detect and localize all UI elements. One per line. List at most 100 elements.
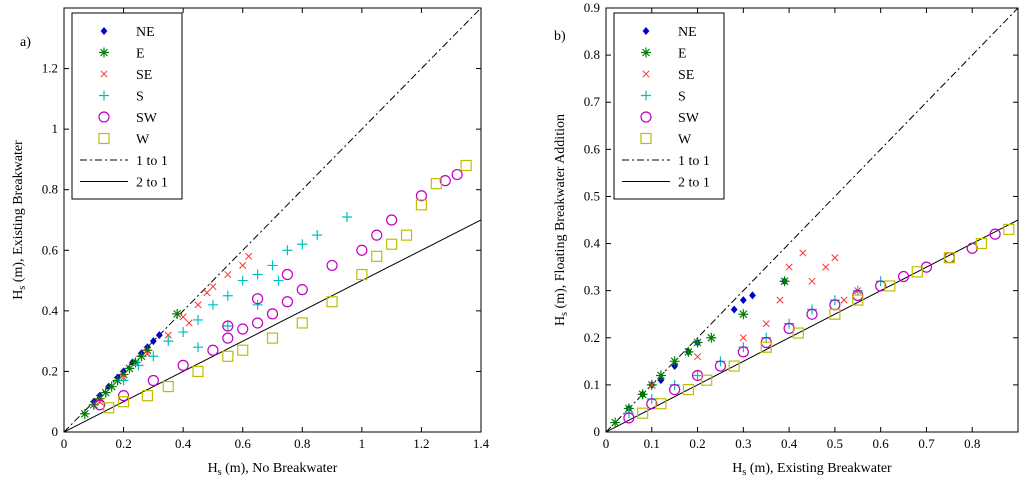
data-point-se (203, 289, 211, 297)
data-point-e (79, 408, 90, 419)
data-point-e (738, 309, 749, 320)
y-tick-label: 0.4 (42, 303, 59, 318)
data-point-se (776, 296, 784, 304)
panel-b-label: b) (554, 29, 566, 44)
x-tick-label: 0 (603, 436, 610, 451)
legend-label: W (136, 133, 150, 148)
y-tick-label: 0.4 (584, 236, 601, 251)
y-tick-label: 0.6 (584, 141, 601, 156)
data-point-sw (147, 374, 159, 387)
x-tick-label: 0.7 (918, 436, 935, 451)
data-point-sw (415, 190, 428, 202)
two-to-one-line (606, 219, 1018, 432)
data-point-w (415, 199, 428, 211)
x-tick-label: 0.4 (175, 436, 192, 451)
data-point-s (312, 230, 323, 241)
legend-label: W (678, 133, 692, 148)
legend-label: E (678, 47, 687, 62)
data-point-w (237, 344, 249, 356)
data-point-sw (94, 399, 106, 411)
x-axis-label: Hs (m), Existing Breakwater (732, 461, 892, 478)
y-tick-label: 0.2 (42, 363, 58, 378)
y-axis-label: Hs (m), Existing Breakwater (11, 140, 28, 300)
data-point-s (133, 360, 144, 371)
data-point-sw (371, 229, 383, 241)
data-point-w (682, 384, 695, 396)
data-point-w (371, 250, 383, 262)
legend-label: 1 to 1 (136, 154, 168, 169)
data-point-e (683, 346, 694, 357)
x-tick-label: 0.2 (689, 436, 705, 451)
data-point-s (692, 370, 703, 381)
legend-marker-sw (640, 111, 652, 123)
y-tick-label: 0.5 (584, 188, 600, 203)
data-point-e (706, 332, 717, 343)
legend-marker-s (641, 90, 651, 101)
data-point-e (692, 337, 703, 348)
data-point-se (239, 261, 247, 269)
legend: NE E SE S SW W 1 to 1 2 to 1 (71, 12, 183, 200)
data-point-e (172, 308, 183, 319)
data-point-w (943, 252, 955, 264)
legend-marker-ne (100, 27, 108, 35)
data-point-w (460, 159, 472, 172)
data-point-s (341, 211, 352, 222)
data-point-w (1003, 223, 1015, 236)
data-point-sw (439, 175, 451, 187)
data-point-w (192, 365, 204, 378)
y-tick-label: 0.2 (584, 330, 600, 345)
data-point-se (808, 277, 816, 285)
data-point-e (142, 345, 153, 356)
one-to-one-line (606, 8, 1018, 432)
data-point-e (112, 375, 123, 386)
legend-label: NE (136, 25, 155, 40)
data-point-se (840, 296, 848, 304)
data-point-s (118, 375, 129, 386)
data-point-sw (281, 268, 293, 281)
data-point-w (117, 396, 130, 408)
data-point-s (193, 342, 204, 353)
data-point-s (297, 239, 308, 250)
x-tick-label: 0.2 (115, 436, 131, 451)
data-point-w (103, 402, 115, 414)
data-point-sw (281, 296, 293, 308)
panel-b-chart: b) 0 0.1 0.2 0.3 0.4 0.5 0.6 0.7 0.8 0 0.1 0.2 0.3 0.… (553, 0, 1019, 478)
data-point-e (655, 370, 666, 381)
data-point-sw (451, 168, 463, 181)
legend-marker-se (642, 70, 650, 78)
data-point-ne (749, 291, 756, 300)
legend-marker-ne (642, 27, 650, 35)
data-point-s (178, 327, 189, 338)
data-point-ne (730, 305, 738, 314)
data-point-s (237, 275, 248, 286)
data-point-sw (117, 390, 130, 402)
data-point-w (400, 229, 413, 241)
data-point-e (124, 363, 135, 374)
data-point-se (209, 283, 217, 291)
data-point-w (829, 308, 841, 320)
data-point-e (100, 387, 111, 398)
legend-label: SW (678, 111, 700, 126)
y-axis-label: Hs (m), Floating Breakwater Addition (553, 114, 570, 326)
data-point-w (296, 317, 308, 329)
legend-marker-s (99, 90, 109, 101)
data-point-w (162, 380, 174, 393)
data-point-s (207, 299, 218, 310)
y-tick-label: 0.6 (42, 242, 59, 257)
x-tick-label: 0 (61, 436, 68, 451)
legend-marker-sw (98, 111, 110, 123)
data-point-se (194, 301, 202, 309)
x-tick-label: 1.2 (413, 436, 429, 451)
data-point-w (141, 390, 153, 402)
x-tick-label: 0.8 (294, 436, 310, 451)
data-point-se (648, 381, 656, 389)
data-point-sw (356, 244, 368, 256)
x-tick-label: 0.8 (964, 436, 980, 451)
data-point-sw (669, 384, 681, 396)
data-point-sw (714, 360, 727, 372)
legend-marker-se (100, 70, 108, 78)
data-point-w (701, 374, 713, 386)
data-point-w (326, 296, 338, 308)
legend-label: S (136, 90, 144, 105)
